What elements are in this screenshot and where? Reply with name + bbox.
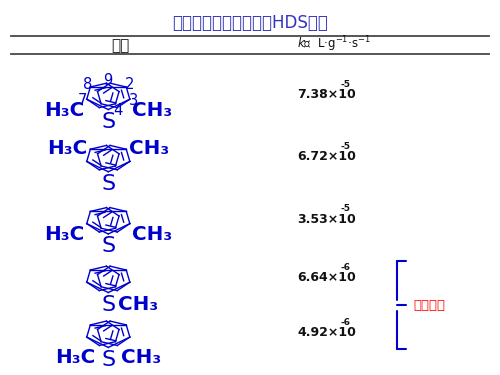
- Text: -5: -5: [341, 142, 351, 151]
- Text: -6: -6: [341, 263, 351, 272]
- Text: S: S: [101, 350, 116, 370]
- Text: CH₃: CH₃: [129, 139, 170, 158]
- Text: 2: 2: [124, 77, 134, 92]
- Text: 3.53×10: 3.53×10: [297, 213, 356, 226]
- Text: 甲基取代二苯并噻吩的HDS活性: 甲基取代二苯并噻吩的HDS活性: [172, 14, 328, 32]
- Text: 4.92×10: 4.92×10: [297, 326, 356, 339]
- Text: 3: 3: [129, 93, 138, 108]
- Text: -5: -5: [341, 204, 351, 213]
- Text: 4: 4: [114, 103, 123, 118]
- Text: 8: 8: [82, 77, 92, 92]
- Text: CH₃: CH₃: [118, 295, 158, 314]
- Text: H₃C: H₃C: [44, 100, 85, 120]
- Text: CH₃: CH₃: [132, 225, 172, 244]
- Text: 结构: 结构: [112, 38, 130, 53]
- Text: -6: -6: [341, 318, 351, 327]
- Text: -5: -5: [341, 80, 351, 89]
- Text: S: S: [101, 112, 116, 132]
- Text: CH₃: CH₃: [132, 100, 172, 120]
- Text: CH₃: CH₃: [121, 348, 162, 367]
- Text: 9: 9: [103, 73, 112, 88]
- Text: S: S: [101, 174, 116, 194]
- Text: 7.38×10: 7.38×10: [297, 88, 356, 101]
- Text: H₃C: H₃C: [48, 139, 88, 158]
- Text: H₃C: H₃C: [44, 225, 85, 244]
- Text: 6.64×10: 6.64×10: [297, 271, 356, 284]
- Text: 位阻效应: 位阻效应: [413, 298, 445, 312]
- Text: S: S: [101, 237, 116, 256]
- Text: S: S: [101, 295, 116, 315]
- Text: $k$，  L·g$^{-1}$·s$^{-1}$: $k$， L·g$^{-1}$·s$^{-1}$: [297, 35, 371, 54]
- Text: 6.72×10: 6.72×10: [297, 150, 356, 164]
- Text: H₃C: H₃C: [56, 348, 96, 367]
- Text: 7: 7: [78, 93, 88, 108]
